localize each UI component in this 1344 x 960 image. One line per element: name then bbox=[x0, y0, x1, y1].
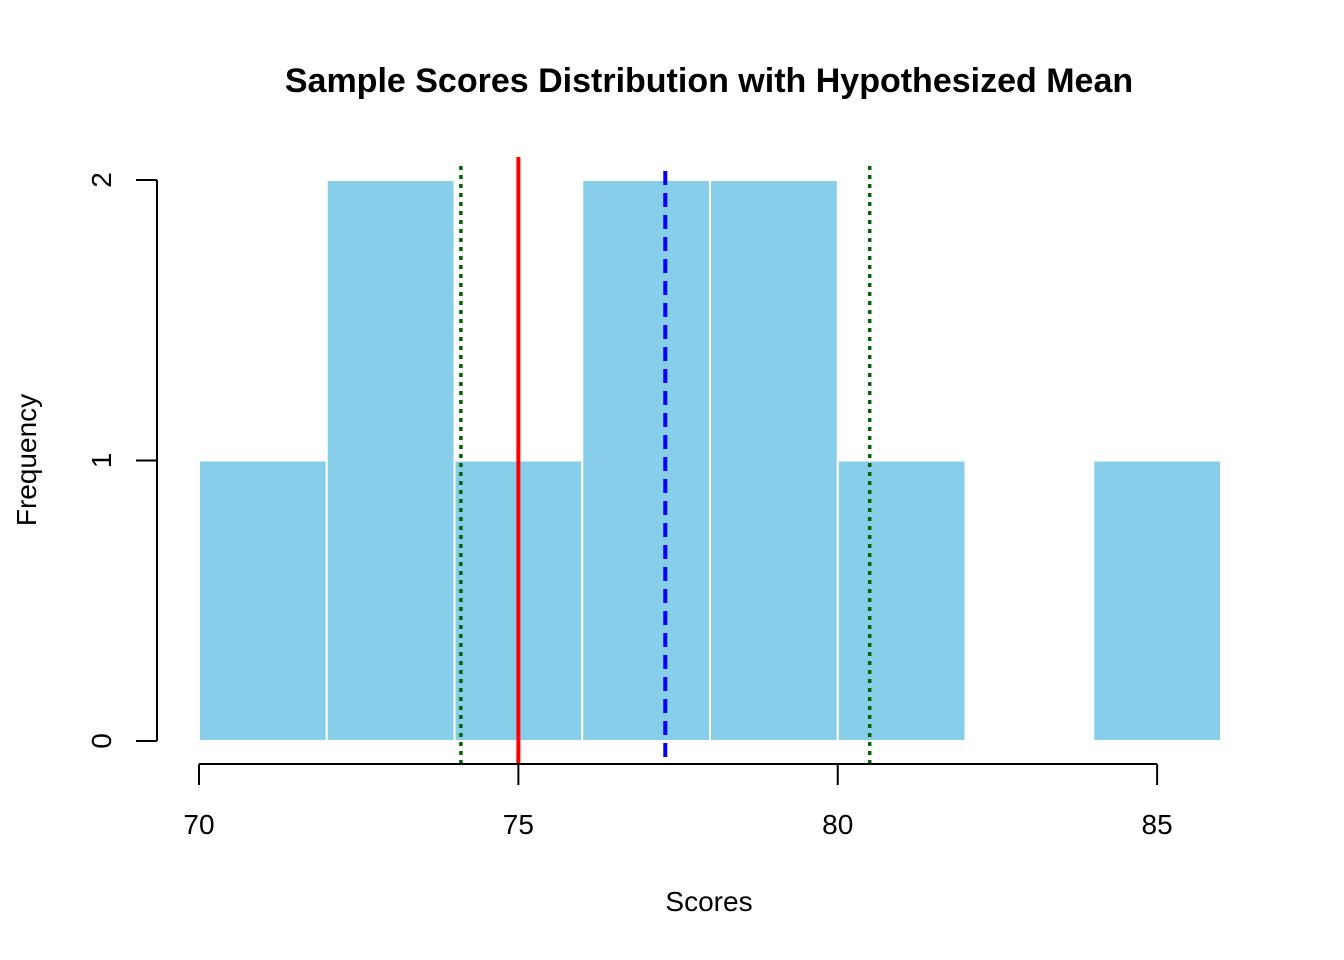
reference-lines bbox=[459, 157, 872, 764]
x-tick-label-75: 75 bbox=[503, 809, 534, 840]
x-axis-label: Scores bbox=[665, 886, 752, 917]
histogram-bar-70-72 bbox=[198, 459, 328, 742]
histogram-bar-78-80 bbox=[709, 179, 839, 742]
histogram-bar-76-78 bbox=[581, 179, 711, 742]
histogram-bars bbox=[198, 179, 1222, 742]
y-tick-label-1: 1 bbox=[86, 453, 117, 469]
chart-title: Sample Scores Distribution with Hypothes… bbox=[285, 62, 1133, 100]
x-tick-label-85: 85 bbox=[1142, 809, 1173, 840]
x-tick-label-70: 70 bbox=[183, 809, 214, 840]
x-axis: 70 75 80 85 bbox=[183, 763, 1173, 840]
histogram-bar-84-86 bbox=[1092, 459, 1222, 742]
y-axis: 0 1 2 bbox=[86, 172, 158, 749]
y-tick-label-2: 2 bbox=[86, 172, 117, 188]
x-tick-label-80: 80 bbox=[822, 809, 853, 840]
histogram-bar-72-74 bbox=[325, 179, 456, 742]
histogram-bar-80-82 bbox=[836, 459, 967, 742]
y-axis-label: Frequency bbox=[11, 394, 42, 526]
y-tick-label-0: 0 bbox=[86, 733, 117, 749]
